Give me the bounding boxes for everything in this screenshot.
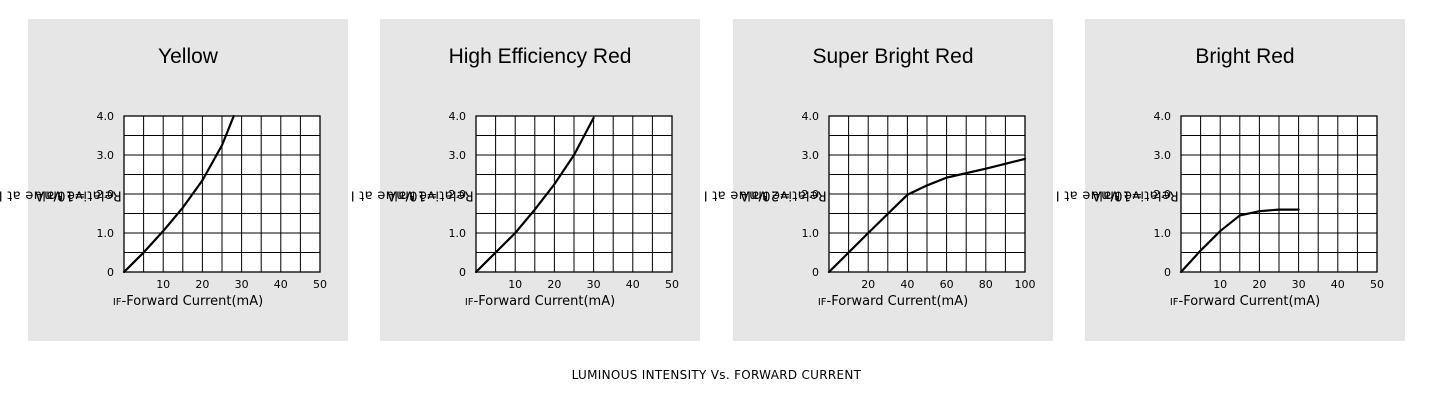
- series-line: [474, 116, 595, 274]
- y-tick-label: 3.0: [97, 149, 115, 162]
- y-tick-label: 0: [459, 266, 466, 279]
- x-axis-label: IF-Forward Current(mA): [112, 294, 264, 309]
- x-axis-label: IF-Forward Current(mA): [817, 294, 969, 309]
- x-tick-label: 60: [940, 278, 954, 291]
- series-line: [122, 114, 235, 274]
- y-tick-label: 3.0: [449, 149, 467, 162]
- x-axis-label: IF-Forward Current(mA): [464, 294, 616, 309]
- y-tick-label: 1.0: [802, 227, 820, 240]
- y-tick-label: 1.0: [449, 227, 467, 240]
- x-tick-label: 40: [274, 278, 288, 291]
- x-tick-label: 50: [1370, 278, 1384, 291]
- y-tick-label: 2.0: [449, 188, 467, 201]
- y-tick-label: 3.0: [1154, 149, 1172, 162]
- chart-plot: 0 1.0 2.0 3.0 4.0 10 20 30 40 50: [1154, 110, 1385, 291]
- chart-plot: 0 1.0 2.0 3.0 4.0 10 20 30 40 50: [449, 110, 680, 291]
- chart-title: Bright Red: [1195, 45, 1295, 68]
- x-tick-label: 20: [1252, 278, 1266, 291]
- x-tick-label: 50: [313, 278, 327, 291]
- series-line: [1179, 208, 1300, 274]
- y-tick-label: 4.0: [449, 110, 467, 123]
- x-tick-label: 40: [626, 278, 640, 291]
- x-tick-label: 20: [547, 278, 561, 291]
- y-tick-label: 2.0: [97, 188, 115, 201]
- x-tick-label: 10: [156, 278, 170, 291]
- y-tick-label: 2.0: [802, 188, 820, 201]
- chart-title: Super Bright Red: [812, 45, 974, 68]
- x-axis-label: IF-Forward Current(mA): [1169, 294, 1321, 309]
- y-tick-label: 2.0: [1154, 188, 1172, 201]
- x-tick-label: 40: [1331, 278, 1345, 291]
- x-tick-label: 20: [861, 278, 875, 291]
- y-tick-label: 1.0: [1154, 227, 1172, 240]
- x-tick-label: 80: [979, 278, 993, 291]
- x-tick-label: 50: [665, 278, 679, 291]
- y-tick-label: 4.0: [802, 110, 820, 123]
- y-tick-label: 0: [1164, 266, 1171, 279]
- series-line: [827, 157, 1027, 274]
- x-tick-label: 40: [900, 278, 914, 291]
- y-tick-label: 1.0: [97, 227, 115, 240]
- y-tick-label: 4.0: [97, 110, 115, 123]
- x-tick-label: 30: [1292, 278, 1306, 291]
- y-tick-label: 0: [107, 266, 114, 279]
- chart-plot: 0 1.0 2.0 3.0 4.0 20 40 60 80 100: [802, 110, 1036, 291]
- x-tick-label: 30: [235, 278, 249, 291]
- chart-panel-super-bright-red: Super Bright Red Relative Value at I F =20…: [703, 19, 1053, 341]
- y-tick-label: 3.0: [802, 149, 820, 162]
- figure-caption: LUMINOUS INTENSITY Vs. FORWARD CURRENT: [571, 368, 862, 382]
- chart-panel-yellow: Yellow Relative Value at I F =10mA 0 1.0 2.0…: [0, 19, 348, 341]
- chart-panel-bright-red: Bright Red Relative Value at I F =10mA 0 1.…: [1055, 19, 1405, 341]
- x-tick-label: 30: [587, 278, 601, 291]
- x-tick-label: 10: [1213, 278, 1227, 291]
- chart-title: High Efficiency Red: [448, 45, 632, 68]
- chart-plot: 0 1.0 2.0 3.0 4.0 10 20 30 40 50: [97, 110, 328, 291]
- x-tick-label: 20: [195, 278, 209, 291]
- x-tick-label: 100: [1015, 278, 1036, 291]
- chart-title: Yellow: [158, 45, 218, 68]
- y-tick-label: 0: [812, 266, 819, 279]
- y-tick-label: 4.0: [1154, 110, 1172, 123]
- x-tick-label: 10: [508, 278, 522, 291]
